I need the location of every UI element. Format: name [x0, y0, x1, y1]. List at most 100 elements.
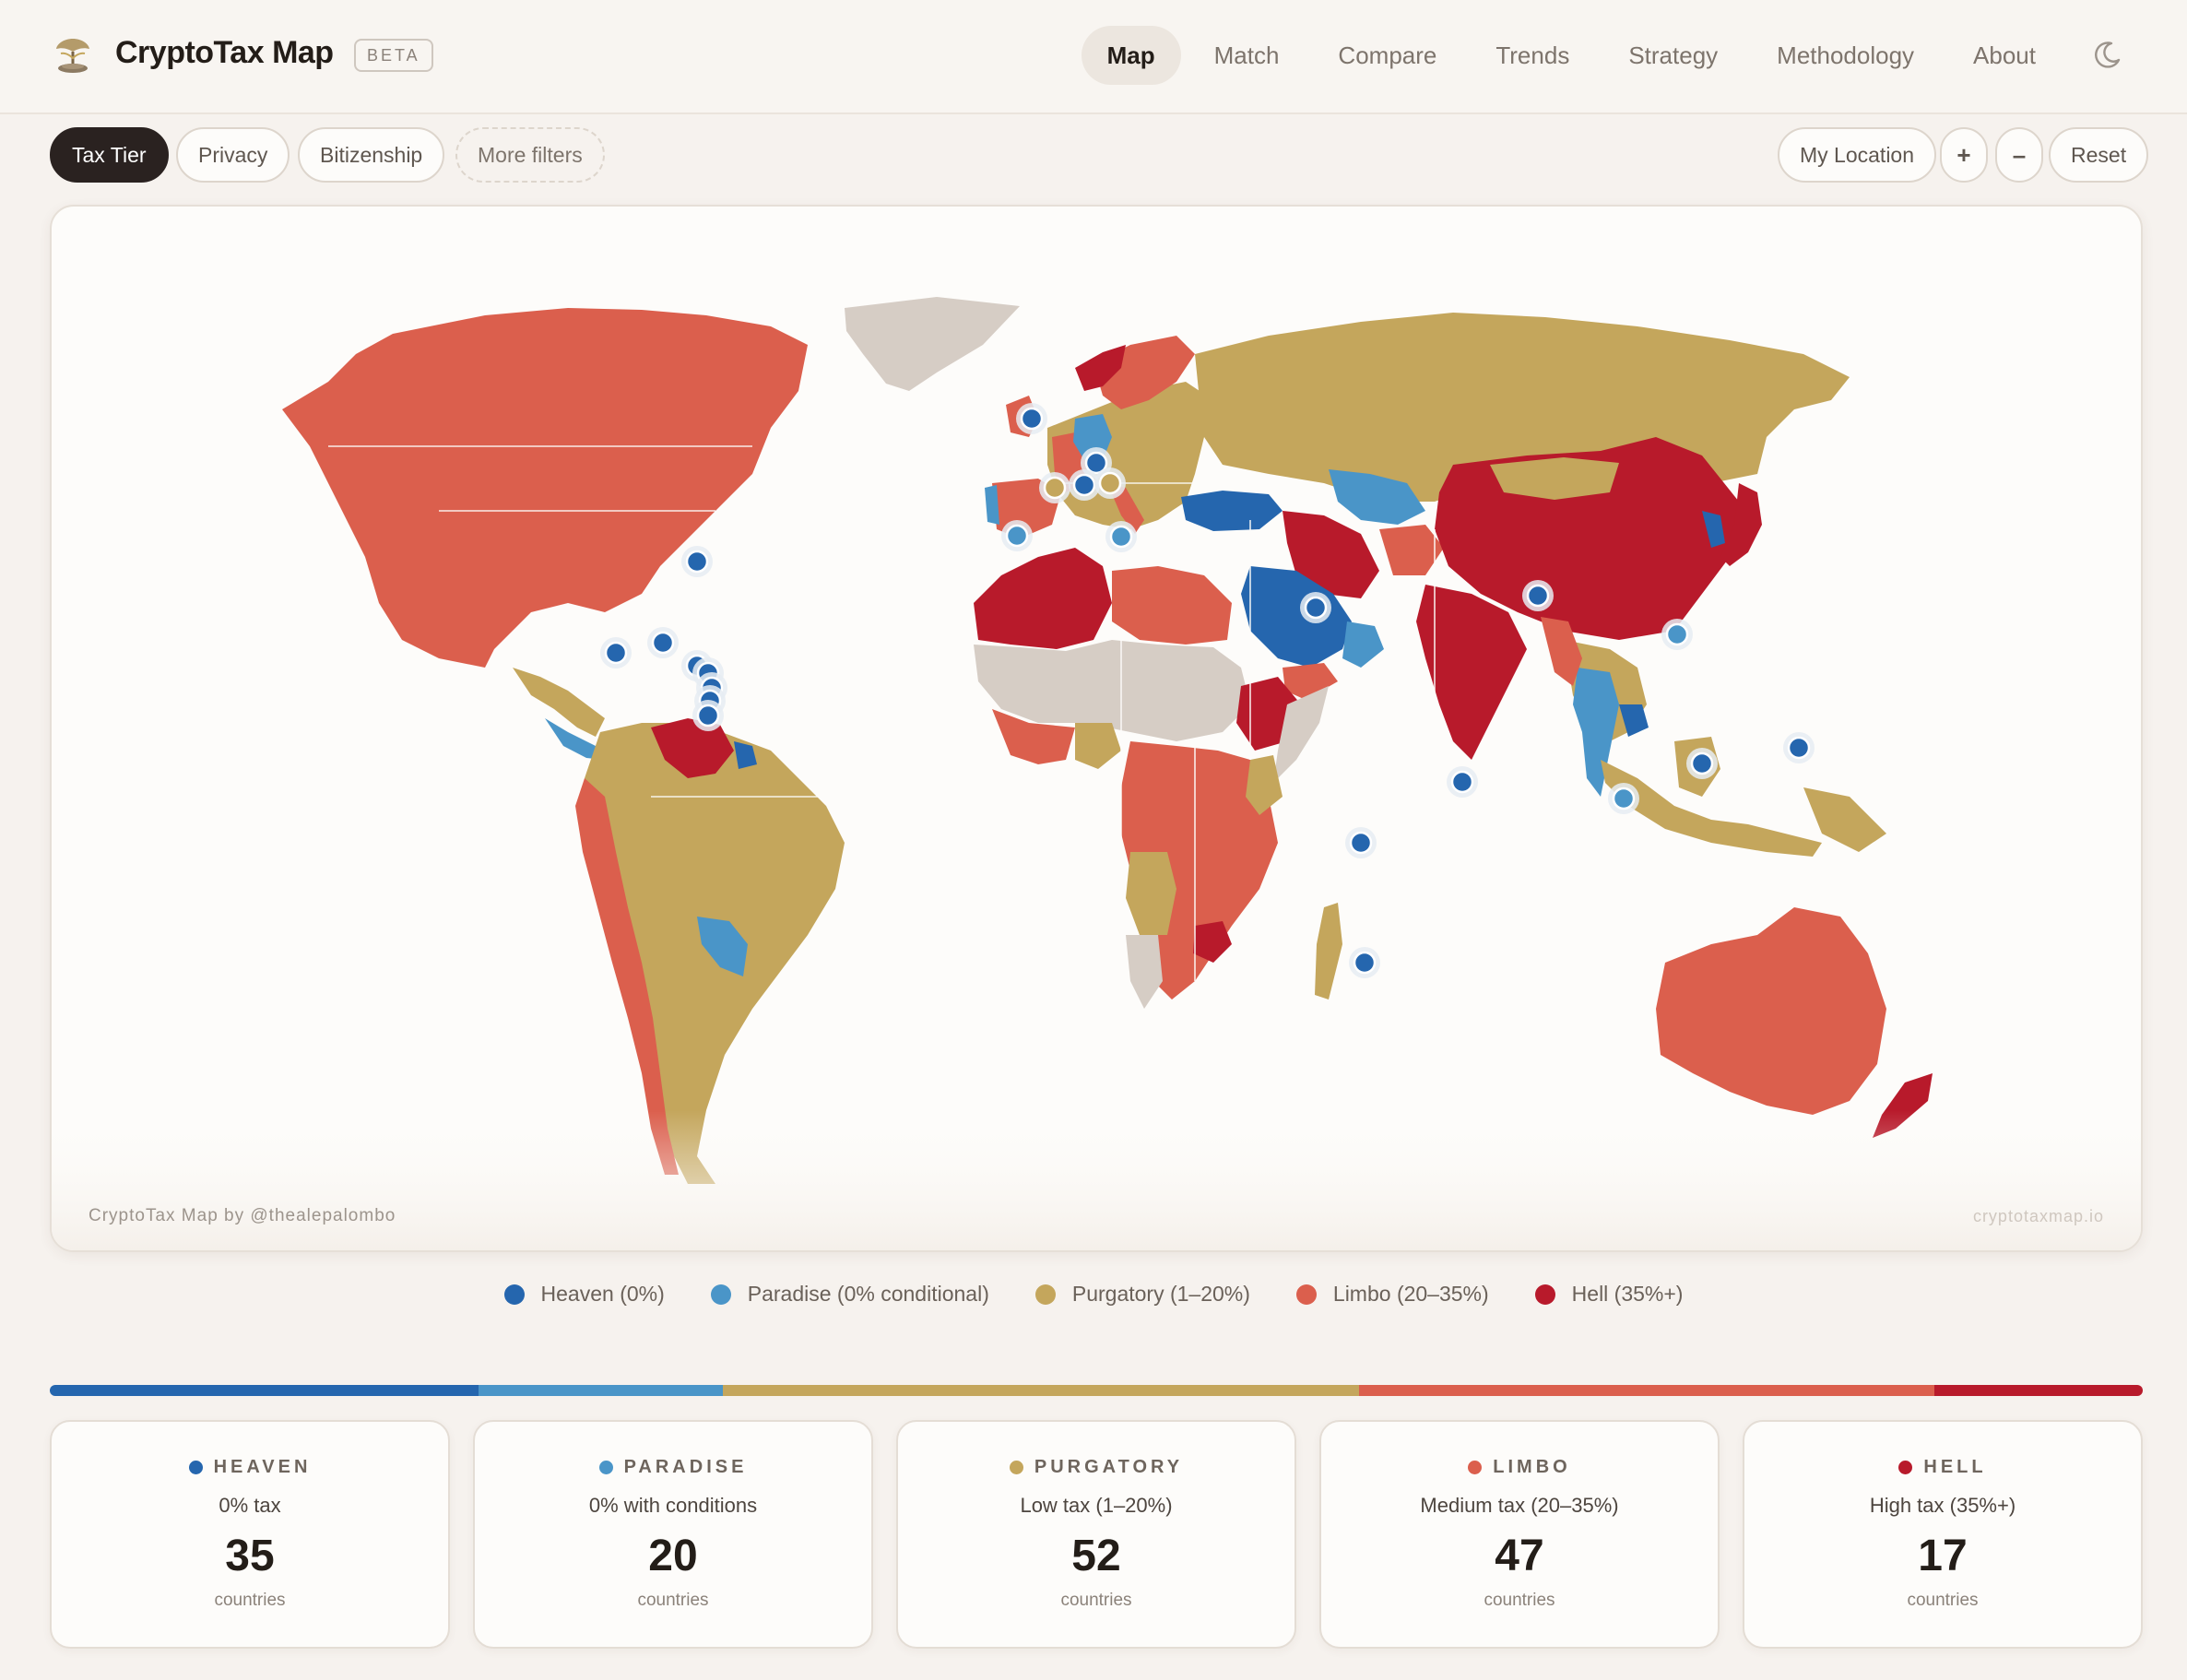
region-north-america[interactable]	[282, 308, 808, 668]
tier-card-hell[interactable]: HELL High tax (35%+) 17 countries	[1743, 1420, 2143, 1649]
nav-methodology[interactable]: Methodology	[1777, 41, 1915, 69]
region-central-america[interactable]	[513, 668, 605, 737]
legend-paradise[interactable]: Paradise (0% conditional)	[710, 1282, 989, 1307]
tier-name: PURGATORY	[1034, 1456, 1184, 1477]
region-indonesia[interactable]	[1601, 760, 1822, 857]
my-location-button[interactable]: My Location	[1778, 127, 1937, 183]
region-saudi[interactable]	[1241, 566, 1352, 668]
country-marker-heaven[interactable]	[604, 641, 628, 665]
region-venezuela[interactable]	[651, 718, 734, 778]
region-zimbabwe[interactable]	[1193, 921, 1232, 963]
reset-button[interactable]: Reset	[2049, 127, 2149, 183]
logo-icon[interactable]	[52, 35, 94, 76]
country-marker-heaven[interactable]	[1353, 951, 1377, 975]
country-marker-heaven[interactable]	[696, 704, 720, 728]
region-west-africa[interactable]	[992, 709, 1075, 764]
nav-match[interactable]: Match	[1213, 41, 1280, 69]
tier-description: 0% with conditions	[588, 1494, 758, 1517]
filter-tax-tier[interactable]: Tax Tier	[50, 127, 169, 183]
country-marker-purgatory[interactable]	[1043, 476, 1067, 500]
country-marker-heaven[interactable]	[1690, 751, 1714, 775]
region-japan[interactable]	[1720, 483, 1762, 566]
tier-card-limbo[interactable]: LIMBO Medium tax (20–35%) 47 countries	[1319, 1420, 1720, 1649]
legend-hell[interactable]: Hell (35%+)	[1534, 1282, 1683, 1307]
legend-heaven[interactable]: Heaven (0%)	[503, 1282, 665, 1307]
region-yemen[interactable]	[1283, 663, 1338, 700]
nav-compare[interactable]: Compare	[1338, 41, 1437, 69]
filter-more[interactable]: More filters	[455, 127, 605, 183]
world-map[interactable]	[52, 207, 2143, 1252]
region-guyana[interactable]	[734, 741, 757, 769]
tier-card-paradise[interactable]: PARADISE 0% with conditions 20 countries	[473, 1420, 873, 1649]
region-sahel[interactable]	[974, 640, 1250, 741]
tier-dot	[1468, 1460, 1483, 1474]
tier-unit: countries	[1484, 1591, 1555, 1610]
country-marker-paradise[interactable]	[1109, 525, 1133, 549]
region-norway[interactable]	[1075, 345, 1126, 391]
country-marker-heaven[interactable]	[685, 550, 709, 574]
region-panama[interactable]	[545, 718, 605, 760]
region-madagascar[interactable]	[1315, 903, 1342, 1000]
region-horn[interactable]	[1273, 686, 1329, 783]
country-marker-heaven[interactable]	[651, 631, 675, 655]
region-mongolia[interactable]	[1490, 457, 1619, 500]
filter-bitizenship[interactable]: Bitizenship	[298, 127, 445, 183]
zoom-in-button[interactable]: +	[1940, 127, 1988, 183]
country-marker-heaven[interactable]	[1450, 770, 1474, 794]
world-map-card[interactable]: CryptoTax Map by @thealepalombo cryptota…	[50, 205, 2143, 1252]
country-marker-purgatory[interactable]	[1098, 471, 1122, 495]
country-marker-heaven[interactable]	[1020, 407, 1044, 431]
nav-strategy[interactable]: Strategy	[1628, 41, 1719, 69]
region-cambodia[interactable]	[1619, 704, 1649, 737]
app-title[interactable]: CryptoTax Map	[115, 35, 334, 70]
moon-icon[interactable]	[2091, 40, 2122, 71]
tier-card-heaven[interactable]: HEAVEN 0% tax 35 countries	[50, 1420, 450, 1649]
tier-name: HEAVEN	[213, 1456, 312, 1477]
region-iran[interactable]	[1283, 511, 1379, 598]
country-marker-heaven[interactable]	[1349, 831, 1373, 855]
region-india[interactable]	[1416, 585, 1527, 760]
region-oman[interactable]	[1342, 621, 1384, 668]
country-marker-paradise[interactable]	[1005, 524, 1029, 548]
region-australia[interactable]	[1656, 907, 1886, 1115]
tier-unit: countries	[637, 1591, 709, 1610]
region-myanmar[interactable]	[1541, 617, 1582, 686]
region-kenya[interactable]	[1246, 755, 1283, 815]
tier-count: 20	[648, 1532, 698, 1580]
region-png[interactable]	[1803, 787, 1886, 852]
dist-segment-heaven	[50, 1385, 479, 1396]
region-libya-egypt[interactable]	[1112, 566, 1232, 645]
dist-segment-purgatory	[723, 1385, 1360, 1396]
country-marker-paradise[interactable]	[1665, 622, 1689, 646]
region-nigeria[interactable]	[1075, 723, 1121, 769]
tier-distribution-bar	[50, 1385, 2143, 1396]
filter-privacy[interactable]: Privacy	[176, 127, 290, 183]
nav-about[interactable]: About	[1973, 41, 2036, 69]
country-marker-heaven[interactable]	[1787, 736, 1811, 760]
region-north-africa[interactable]	[974, 548, 1112, 649]
region-west-coast-sa[interactable]	[575, 778, 679, 1175]
region-turkey[interactable]	[1181, 491, 1283, 531]
region-greenland[interactable]	[845, 297, 1020, 391]
region-korea[interactable]	[1702, 511, 1725, 548]
zoom-out-button[interactable]: –	[1995, 127, 2043, 183]
region-namibia[interactable]	[1126, 935, 1163, 1009]
nav-trends[interactable]: Trends	[1495, 41, 1570, 69]
country-marker-heaven[interactable]	[1304, 596, 1328, 620]
country-marker-heaven[interactable]	[1526, 584, 1550, 608]
tier-card-purgatory[interactable]: PURGATORY Low tax (1–20%) 52 countries	[896, 1420, 1296, 1649]
region-kazakhstan[interactable]	[1329, 469, 1425, 525]
country-marker-paradise[interactable]	[1612, 787, 1636, 810]
tier-count: 47	[1495, 1532, 1544, 1580]
legend-purgatory[interactable]: Purgatory (1–20%)	[1034, 1282, 1250, 1307]
region-afghanistan[interactable]	[1379, 525, 1444, 575]
legend-limbo[interactable]: Limbo (20–35%)	[1295, 1282, 1489, 1307]
tier-dot	[598, 1460, 613, 1474]
nav-map[interactable]: Map	[1081, 26, 1181, 85]
country-marker-heaven[interactable]	[1084, 451, 1108, 475]
country-marker-heaven[interactable]	[1072, 473, 1096, 497]
region-angola[interactable]	[1126, 852, 1176, 935]
region-thailand[interactable]	[1573, 668, 1619, 797]
region-portugal[interactable]	[985, 485, 999, 525]
region-paraguay[interactable]	[697, 917, 748, 976]
